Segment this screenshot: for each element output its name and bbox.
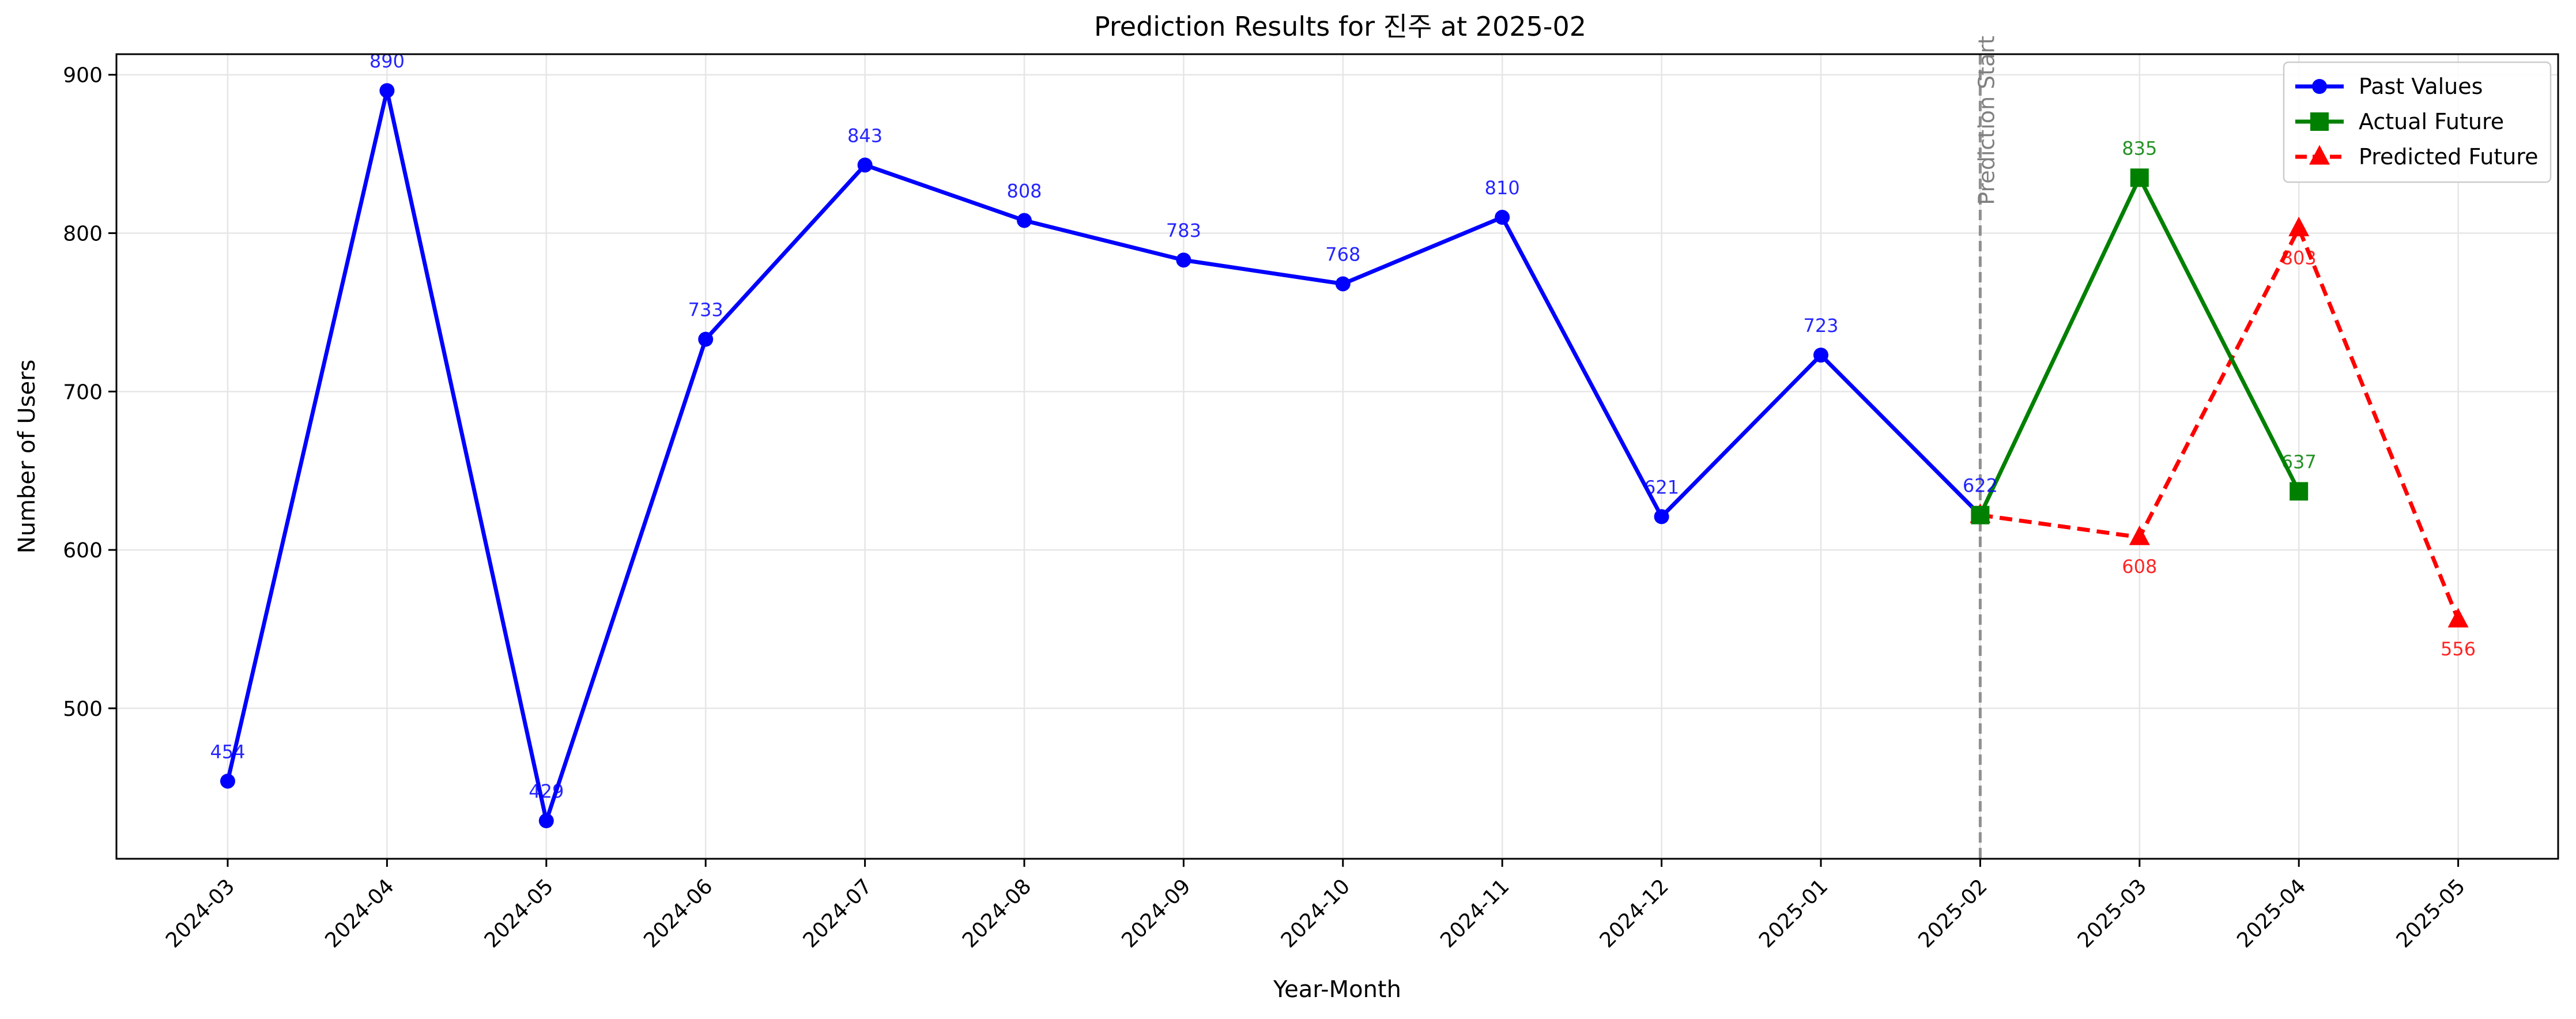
data-label: 556 <box>2441 638 2476 660</box>
series-group <box>220 83 2469 829</box>
legend-label: Actual Future <box>2359 109 2504 134</box>
data-point <box>1335 276 1351 292</box>
data-label: 803 <box>2281 247 2317 269</box>
y-tick-label-500: 500 <box>63 697 103 721</box>
data-point <box>2447 607 2469 628</box>
data-label: 843 <box>847 124 882 146</box>
data-point <box>1176 252 1191 268</box>
data-label: 429 <box>529 780 564 802</box>
data-label: 808 <box>1006 180 1042 202</box>
data-label: 810 <box>1485 177 1520 199</box>
data-point <box>1971 505 1990 524</box>
legend-label: Predicted Future <box>2359 144 2538 169</box>
data-label: 768 <box>1325 243 1360 265</box>
x-axis-title: Year-Month <box>1273 976 1401 1003</box>
legend: Past Values Actual Future Predicted Future <box>2283 61 2552 183</box>
data-point <box>1654 509 1669 524</box>
series-actual-future <box>1971 168 2309 524</box>
data-point <box>1813 348 1828 363</box>
legend-item-actual-future: Actual Future <box>2295 109 2504 134</box>
data-label: 835 <box>2122 137 2157 159</box>
data-point <box>538 813 554 829</box>
y-tick-label-700: 700 <box>63 380 103 404</box>
data-point <box>1495 210 1510 225</box>
data-label: 608 <box>2122 556 2157 578</box>
chart-title: Prediction Results for 진주 at 2025-02 <box>1094 11 1586 42</box>
y-axis-title: Number of Users <box>14 360 40 554</box>
y-tick-label-600: 600 <box>63 539 103 563</box>
legend-item-predicted-future: Predicted Future <box>2295 144 2538 169</box>
prediction-start-marker: Prediction Start <box>1974 36 1999 859</box>
y-tick-label-900: 900 <box>63 64 103 88</box>
data-point <box>2312 79 2327 94</box>
data-label: 723 <box>1803 315 1838 337</box>
data-point <box>2288 216 2310 236</box>
series-line <box>225 88 1982 823</box>
series-line <box>1979 226 2460 621</box>
data-label: 622 <box>1963 475 1998 497</box>
data-point <box>2290 482 2309 501</box>
prediction-start-label: Prediction Start <box>1974 36 1999 205</box>
data-point <box>220 773 235 789</box>
data-point <box>2309 145 2330 165</box>
legend-box <box>2283 61 2552 183</box>
legend-item-past-values: Past Values <box>2295 74 2483 99</box>
data-point <box>1017 213 1032 228</box>
data-point <box>2130 168 2149 187</box>
data-label: 637 <box>2281 451 2317 473</box>
legend-label: Past Values <box>2359 74 2483 99</box>
data-point <box>857 157 873 173</box>
y-tick-label-800: 800 <box>63 222 103 246</box>
plot-frame <box>115 53 2559 860</box>
data-point <box>698 331 714 347</box>
data-label: 733 <box>688 299 723 321</box>
data-point <box>2129 525 2150 545</box>
data-label: 783 <box>1166 220 1201 241</box>
data-point <box>2310 112 2329 131</box>
data-labels: 4548904297338438087837688106217236226088… <box>210 50 2476 802</box>
data-point <box>379 83 395 99</box>
data-label: 454 <box>210 741 245 763</box>
data-label: 621 <box>1644 476 1679 498</box>
